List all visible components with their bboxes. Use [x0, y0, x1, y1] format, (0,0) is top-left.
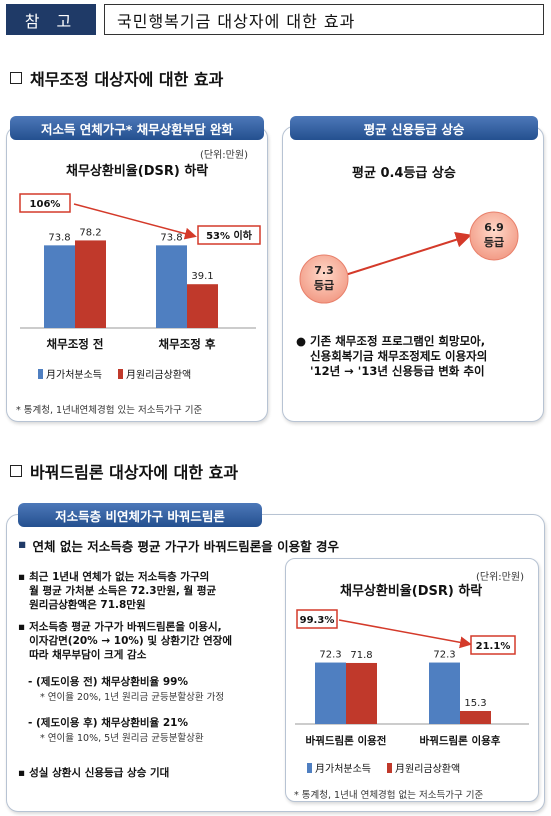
page-title: 국민행복기금 대상자에 대한 효과 — [104, 4, 544, 35]
chart-title-credit: 평균 0.4등급 상승 — [352, 166, 456, 181]
svg-text:등급: 등급 — [484, 236, 504, 249]
section1-heading: 채무조정 대상자에 대한 효과 — [10, 66, 223, 90]
credit-grade-chart: 7.3 등급 6.9 등급 — [299, 211, 519, 304]
main-bullet: ▪ 연체 없는 저소득층 평균 가구가 바꿔드림론을 이용할 경우 — [18, 536, 339, 554]
svg-text:등급: 등급 — [314, 279, 334, 292]
data-label: 71.8 — [350, 650, 372, 661]
square-bullet-icon: ▪ — [18, 536, 27, 551]
bullet-line: 이자감면(20% → 10%) 및 상환기간 연장에 — [29, 635, 232, 647]
svg-text:6.9: 6.9 — [484, 221, 504, 234]
reference-tag: 참 고 — [6, 4, 96, 35]
category-label: 바꿔드림론 이용후 — [420, 734, 501, 747]
category-label: 채무조정 전 — [47, 337, 104, 351]
checkbox-square-icon — [10, 72, 22, 84]
legend-swatch — [387, 763, 392, 773]
legend-label: 月가처분소득 — [315, 763, 371, 775]
decrease-arrow — [73, 203, 197, 240]
grade-bubble-before: 7.3 등급 — [299, 254, 349, 304]
callout-box-before — [19, 193, 71, 213]
data-label: 39.1 — [191, 271, 213, 282]
item-after-note: * 연이율 10%, 5년 원리금 균등분할상환 — [40, 733, 204, 744]
bullet-income: ▪ 최근 1년내 연체가 없는 저소득층 가구의 월 평균 가처분 소득은 72… — [18, 570, 286, 612]
item-before: - (제도이용 전) 채무상환비율 99% — [28, 676, 188, 688]
panel-pill-1: 저소득 연체가구* 채무상환부담 완화 — [10, 116, 264, 140]
bar-income — [429, 662, 460, 724]
item-after: - (제도이용 후) 채무상환비율 21% — [28, 717, 188, 729]
data-label: 15.3 — [464, 698, 486, 709]
bar-repayment — [346, 662, 377, 724]
chart-title-2: 채무상환비율(DSR) 하락 — [340, 584, 483, 599]
category-label: 채무조정 후 — [159, 337, 216, 351]
decrease-arrow — [338, 619, 472, 649]
bullet-line: 원리금상환액은 71.8만원 — [29, 599, 146, 611]
bar-income — [156, 245, 187, 328]
bullet-credit-expect: ▪ 성실 상환시 신용등급 상승 기대 — [18, 767, 170, 779]
bar-income — [44, 245, 75, 328]
credit-bullet: ● 기존 채무조정 프로그램인 희망모아, 신용회복기금 채무조정제도 이용자의… — [296, 334, 536, 379]
callout-after: 21.1% — [476, 641, 511, 652]
legend-swatch — [307, 763, 312, 773]
svg-text:7.3: 7.3 — [314, 264, 334, 277]
square-bullet-icon: ▪ — [18, 767, 26, 779]
bullet-line: 최근 1년내 연체가 없는 저소득층 가구의 — [29, 571, 210, 583]
data-label: 73.8 — [48, 232, 70, 243]
bullet-line: 월 평균 가처분 소득은 72.3만원, 월 평균 — [29, 585, 217, 597]
data-label: 73.8 — [160, 232, 182, 243]
bar-income — [315, 662, 346, 724]
footnote-2: * 통계청, 1년내 연체경험 없는 저소득가구 기준 — [294, 790, 484, 801]
callout-box-after — [197, 225, 261, 245]
callout-box-before — [296, 609, 338, 629]
legend-swatch — [38, 369, 43, 379]
legend-swatch — [118, 369, 123, 379]
unit-label-1: (단위:만원) — [200, 150, 248, 161]
square-bullet-icon: ▪ — [18, 621, 26, 633]
callout-before: 99.3% — [300, 615, 335, 626]
legend-label: 月원리금상환액 — [126, 369, 191, 381]
section2-heading: 바꿔드림론 대상자에 대한 효과 — [10, 459, 238, 483]
bar-repayment — [187, 284, 218, 328]
panel-pill-2: 평균 신용등급 상승 — [290, 116, 538, 140]
credit-bullet-line: '12년 → '13년 신용등급 변화 추이 — [310, 364, 485, 378]
unit-label-2: (단위:만원) — [476, 572, 524, 583]
dsr-chart-1: 73.8 78.2 채무조정 전 73.8 39.1 채무조정 후 106% 53% 이하 月가… — [19, 193, 261, 381]
credit-bullet-line: 신용회복기금 채무조정제도 이용자의 — [310, 349, 488, 363]
callout-after: 53% 이하 — [206, 229, 253, 242]
credit-bullet-line: 기존 채무조정 프로그램인 희망모아, — [310, 334, 486, 348]
chart-title-1: 채무상환비율(DSR) 하락 — [66, 164, 209, 179]
data-label: 72.3 — [433, 650, 455, 661]
legend-label: 月원리금상환액 — [395, 763, 460, 775]
data-label: 78.2 — [79, 227, 101, 238]
callout-before: 106% — [30, 199, 61, 210]
bullet-line: 따라 채무부담이 크게 감소 — [29, 649, 147, 661]
bar-repayment — [75, 240, 106, 328]
item-before-note: * 연이율 20%, 1년 원리금 균등분할상환 가정 — [40, 692, 225, 703]
data-label: 72.3 — [319, 650, 341, 661]
panel-pill-3: 저소득층 비연체가구 바꿔드림론 — [18, 503, 262, 527]
bar-repayment — [460, 710, 491, 724]
legend-label: 月가처분소득 — [46, 369, 102, 381]
checkbox-square-icon — [10, 465, 22, 477]
bullet-burden: ▪ 저소득층 평균 가구가 바꿔드림론을 이용시, 이자감면(20% → 10%… — [18, 620, 286, 662]
dsr-chart-2: 72.3 71.8 바꿔드림론 이용전 72.3 15.3 바꿔드림론 이용후 99.3% 2… — [295, 609, 529, 775]
black-dot-icon: ● — [296, 334, 307, 348]
callout-box-after — [470, 635, 516, 655]
square-bullet-icon: ▪ — [18, 571, 26, 583]
footnote-1: * 통계청, 1년내연체경험 있는 저소득가구 기준 — [16, 405, 203, 416]
grade-bubble-after: 6.9 등급 — [469, 211, 519, 261]
bullet-line: 저소득층 평균 가구가 바꿔드림론을 이용시, — [29, 621, 222, 633]
category-label: 바꿔드림론 이용전 — [306, 734, 387, 747]
increase-arrow — [341, 232, 472, 277]
